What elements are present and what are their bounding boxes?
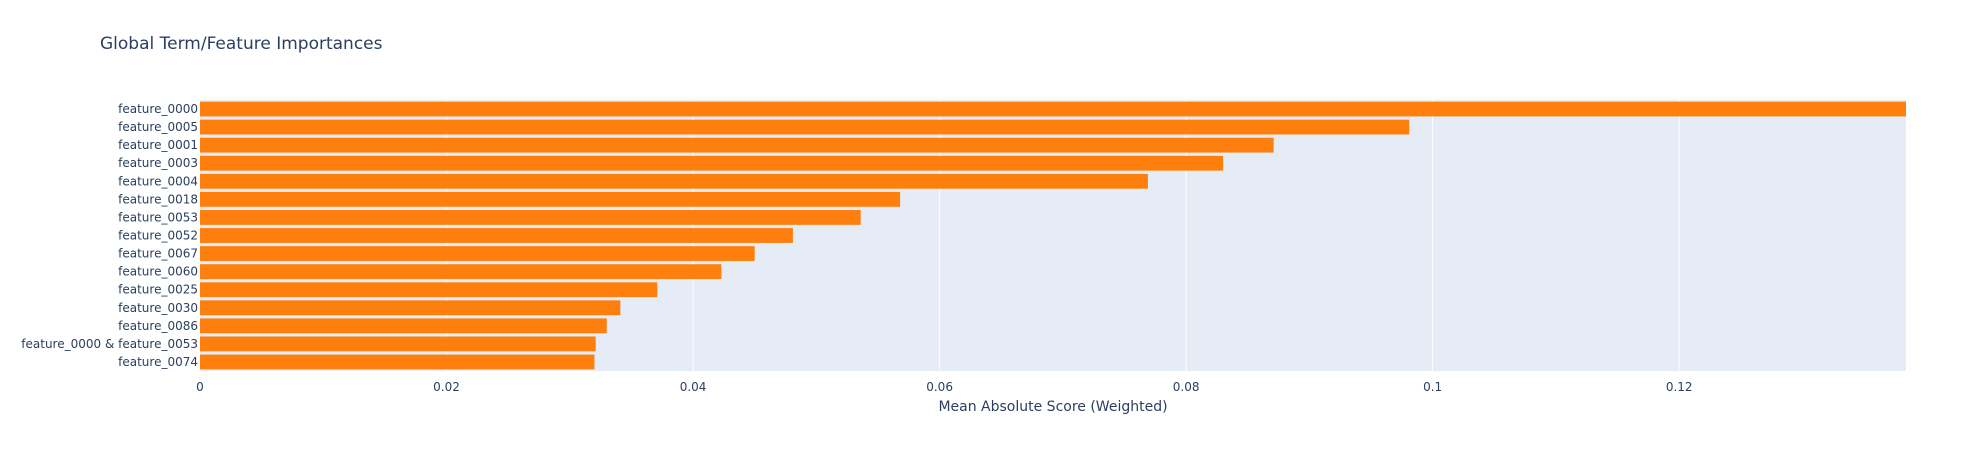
y-tick-label: feature_0005	[118, 120, 198, 134]
bar-feature-0025[interactable]	[200, 282, 658, 298]
y-tick-label: feature_0000 & feature_0053	[21, 337, 198, 351]
y-tick-label: feature_0004	[118, 174, 198, 188]
bar-feature-0018[interactable]	[200, 191, 901, 207]
x-tick-label: 0.08	[1173, 380, 1200, 394]
y-axis-tick-labels: feature_0000 feature_0005 feature_0001feat…	[21, 102, 198, 369]
bar-feature-0067[interactable]	[200, 246, 755, 261]
x-tick-label: 0.04	[680, 380, 707, 394]
bar-feature-0003[interactable]	[200, 155, 1224, 171]
y-tick-label: feature_0000	[118, 102, 198, 116]
y-tick-label: feature_0060	[118, 265, 198, 279]
bar-feature-0052[interactable]	[200, 228, 793, 243]
bar-feature-0053[interactable]	[200, 210, 861, 225]
bar-feature-0000[interactable]	[200, 101, 1906, 117]
x-tick-label: 0.02	[433, 380, 460, 394]
x-tick-label: 0	[196, 380, 204, 394]
x-tick-label: 0.06	[926, 380, 953, 394]
bar-feature-0005[interactable]	[200, 119, 1410, 135]
x-tick-label: 0.1	[1423, 380, 1442, 394]
bars	[200, 101, 1906, 370]
bar-feature-0004[interactable]	[200, 173, 1148, 189]
x-tick-label: 0.12	[1666, 380, 1693, 394]
bar-feature-0000-feature-0053[interactable]	[200, 336, 596, 352]
y-tick-label: feature_0030	[118, 301, 198, 315]
bar-feature-0001[interactable]	[200, 137, 1274, 153]
y-tick-label: feature_0074	[118, 355, 198, 369]
y-tick-label: feature_0067	[118, 247, 198, 261]
y-tick-label: feature_0025	[118, 283, 198, 297]
x-axis-title: Mean Absolute Score (Weighted)	[938, 399, 1167, 415]
x-axis-tick-labels: 0 0.02 0.04 0.06 0.08 0.1 0.12	[196, 380, 1692, 394]
y-tick-label: feature_0086	[118, 319, 198, 333]
chart-title: Global Term/Feature Importances	[100, 34, 383, 54]
bar-feature-0060[interactable]	[200, 264, 722, 280]
y-tick-label: feature_0001	[118, 138, 198, 152]
bar-feature-0030[interactable]	[200, 300, 621, 316]
bar-feature-0086[interactable]	[200, 318, 607, 334]
y-tick-label: feature_0018	[118, 192, 198, 206]
bar-feature-0074[interactable]	[200, 354, 595, 370]
y-tick-label: feature_0003	[118, 156, 198, 170]
y-tick-label: feature_0053	[118, 210, 198, 224]
y-tick-label: feature_0052	[118, 229, 198, 243]
